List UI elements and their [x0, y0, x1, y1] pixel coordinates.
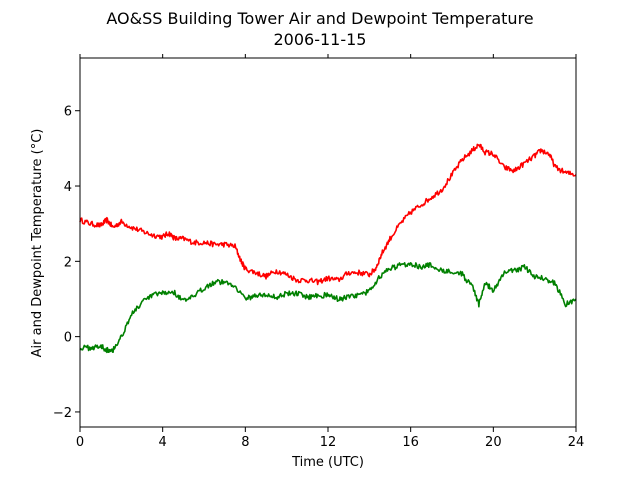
x-tick-label: 0: [76, 435, 84, 450]
x-tick-label: 12: [320, 435, 337, 450]
x-tick-label: 4: [159, 435, 167, 450]
chart-title: AO&SS Building Tower Air and Dewpoint Te…: [106, 9, 533, 28]
y-tick-label: 4: [64, 180, 72, 195]
y-axis-ticks: −2 0 2 4 6: [53, 105, 80, 421]
series-line-1: [79, 262, 577, 354]
plot-lines: [79, 143, 577, 354]
plot-frame: [79, 57, 577, 428]
y-tick-label: 6: [64, 105, 72, 120]
y-tick-label: 0: [64, 331, 72, 346]
x-tick-label: 24: [568, 435, 585, 450]
x-tick-label: 16: [402, 435, 419, 450]
y-tick-label: −2: [53, 406, 72, 421]
series-line-0: [79, 143, 577, 286]
y-tick-label: 2: [64, 255, 72, 270]
chart-subtitle: 2006-11-15: [274, 30, 367, 49]
x-axis-label: Time (UTC): [291, 455, 364, 470]
x-tick-label: 8: [241, 435, 249, 450]
x-tick-label: 20: [485, 435, 502, 450]
x-axis-ticks: 0 4 8 12 16 20 24: [76, 54, 584, 450]
y-axis-label: Air and Dewpoint Temperature (°C): [30, 129, 45, 358]
